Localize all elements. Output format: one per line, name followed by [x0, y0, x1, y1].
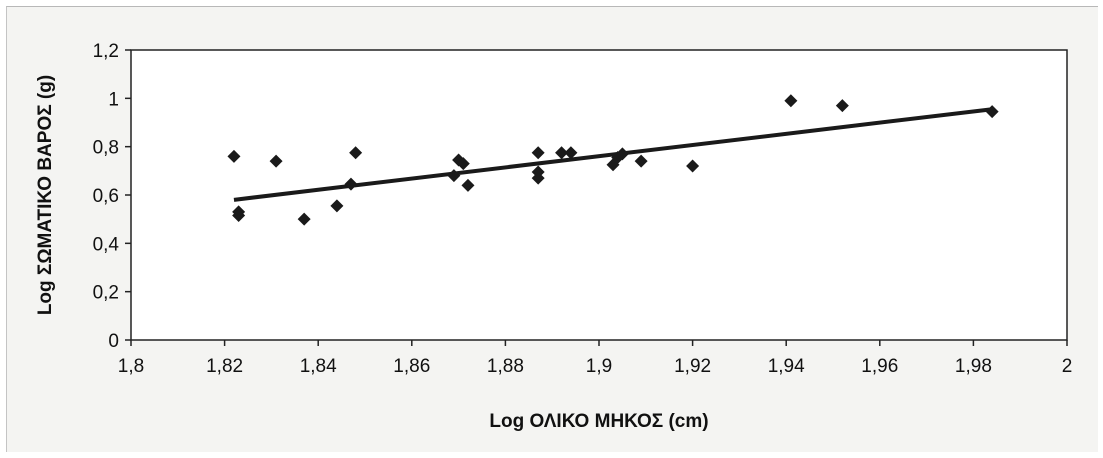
data-point	[564, 146, 578, 160]
x-tick-label: 1,86	[393, 356, 430, 377]
x-tick-label: 1,88	[487, 356, 524, 377]
y-tick-label: 0,8	[93, 138, 119, 159]
data-point	[344, 177, 358, 191]
x-tick-label: 1,84	[300, 356, 337, 377]
y-tick-label: 0,2	[93, 283, 119, 304]
trendline	[233, 107, 993, 202]
data-point	[447, 169, 461, 183]
data-point	[634, 154, 648, 168]
x-tick-label: 2	[1062, 356, 1073, 377]
y-tick-label: 0,6	[93, 186, 119, 207]
data-point	[297, 212, 311, 226]
y-axis-title: Log ΣΩΜΑΤΙΚΟ ΒΑΡΟΣ (g)	[35, 75, 56, 315]
y-tick-label: 1	[108, 89, 119, 110]
data-point	[615, 147, 629, 161]
x-axis: 1,8 1,82 1,84 1,86 1,88 1,9 1,92 1,94 1,96 1,98 2	[118, 340, 1073, 377]
data-point	[531, 171, 545, 185]
x-tick-label: 1,94	[768, 356, 805, 377]
data-point	[456, 157, 470, 171]
data-point	[835, 99, 849, 113]
y-tick-label: 0,4	[93, 234, 120, 255]
x-tick-label: 1,92	[674, 356, 711, 377]
x-tick-label: 1,96	[861, 356, 898, 377]
data-point	[330, 199, 344, 213]
x-tick-label: 1,82	[206, 356, 243, 377]
data-point	[227, 149, 241, 163]
data-point	[531, 146, 545, 160]
data-point	[232, 209, 246, 223]
data-points	[227, 94, 999, 226]
data-point	[555, 146, 569, 160]
data-point	[784, 94, 798, 108]
y-tick-label: 1,2	[93, 41, 119, 62]
x-axis-title: Log ΟΛΙΚΟ ΜΗΚΟΣ (cm)	[489, 411, 708, 432]
data-point	[461, 178, 475, 192]
data-point	[985, 105, 999, 119]
x-tick-label: 1,8	[118, 356, 144, 377]
y-tick-label: 0	[108, 331, 119, 352]
x-tick-label: 1,9	[586, 356, 612, 377]
chart-frame: 1,8 1,82 1,84 1,86 1,88 1,9 1,92 1,94 1,96 1,98 2 …	[6, 6, 1098, 452]
data-point	[686, 159, 700, 173]
x-tick-label: 1,98	[955, 356, 992, 377]
scatter-chart: 1,8 1,82 1,84 1,86 1,88 1,9 1,92 1,94 1,96 1,98 2 …	[35, 41, 1073, 432]
y-axis: 0 0,2 0,4 0,6 0,8 1 1,2	[93, 41, 131, 352]
data-point	[349, 146, 363, 160]
data-point	[269, 154, 283, 168]
